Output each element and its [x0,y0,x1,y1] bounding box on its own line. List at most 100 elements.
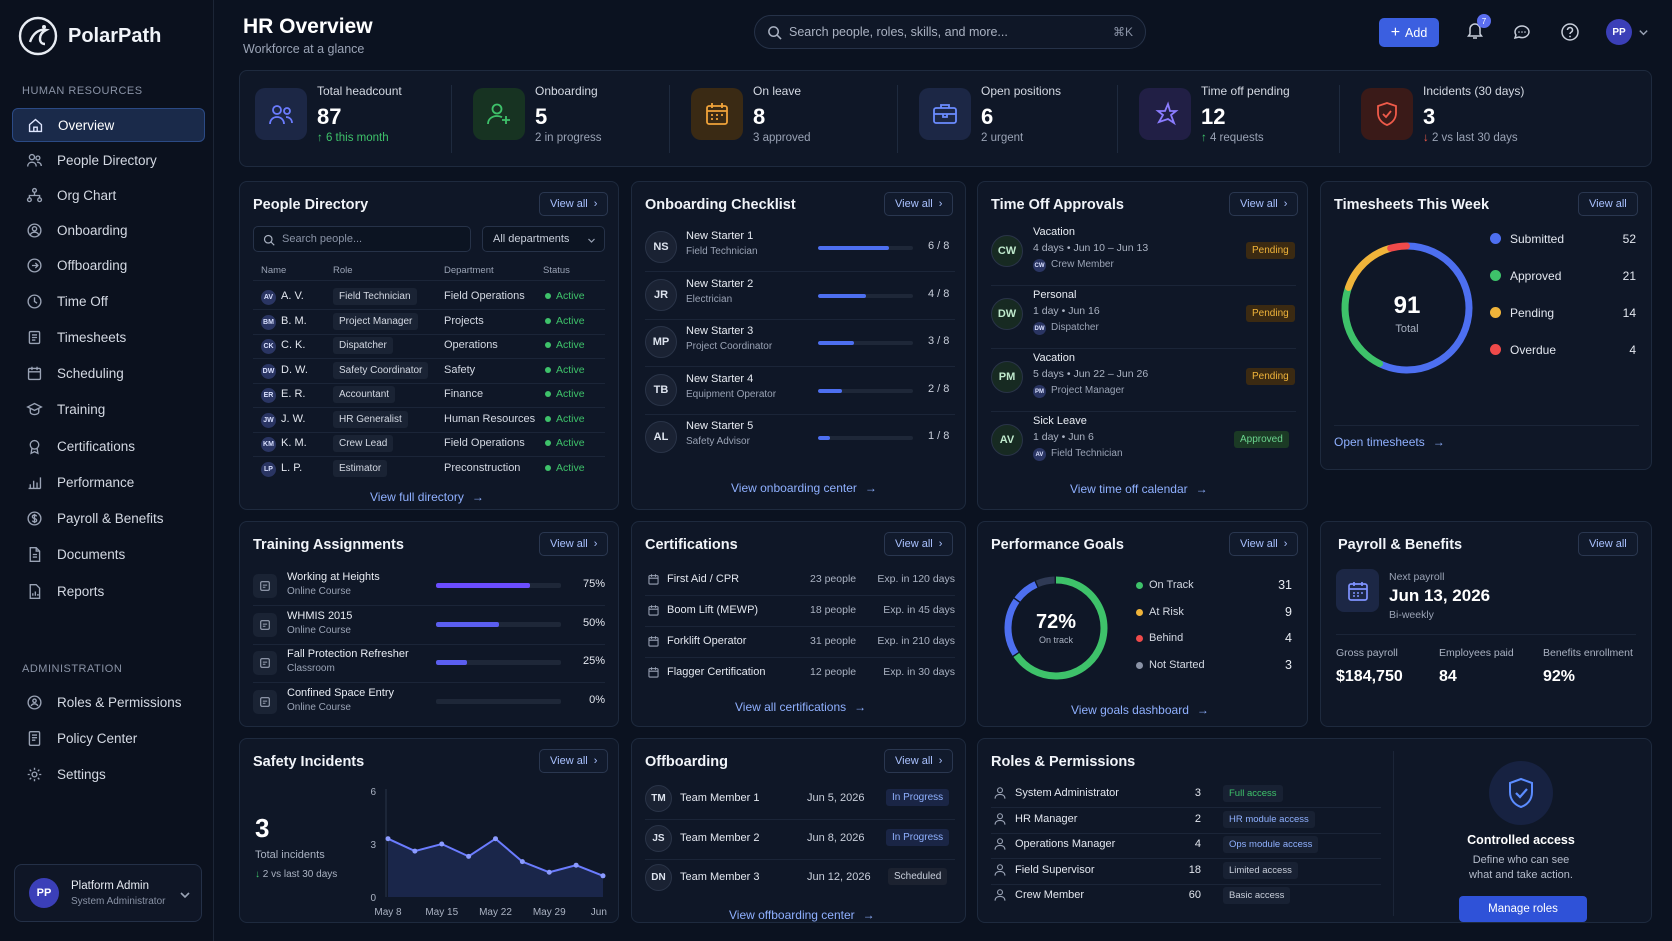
role-row[interactable]: HR Manager 2 HR module access [991,809,1381,834]
calendar-icon [648,574,659,585]
sidebar-item-training[interactable]: Training [12,392,205,426]
notifications-button[interactable]: 7 [1465,14,1491,44]
brand-logo[interactable]: PolarPath [18,16,161,56]
kpi-subtext: 2 in progress [535,132,601,144]
table-row[interactable]: KM K. M. Crew Lead Field Operations Active [253,433,605,457]
notification-count-badge: 7 [1477,14,1491,28]
employee-role: Project Manager [1051,385,1125,396]
view-all-certifications-link[interactable]: View all certifications → [735,700,866,714]
approval-item[interactable]: CW Vacation 4 days • Jun 10 – Jun 13 CW Crew… [991,226,1296,286]
sidebar-item-performance[interactable]: Performance [12,465,205,499]
view-all-button[interactable]: View all › [539,192,609,216]
sidebar-item-timesheets[interactable]: Timesheets [12,320,205,354]
sidebar-item-onboarding[interactable]: Onboarding [12,213,205,247]
view-goals-dashboard-link[interactable]: View goals dashboard → [1071,703,1209,717]
role-count: 60 [1188,889,1201,901]
role-row[interactable]: Field Supervisor 18 Limited access [991,860,1381,885]
approval-item[interactable]: DW Personal 1 day • Jun 16 DW Dispatcher Pend… [991,289,1296,349]
sidebar-item-scheduling[interactable]: Scheduling [12,356,205,390]
sidebar-item-policy-center[interactable]: Policy Center [12,721,205,755]
list-item[interactable]: WHMIS 2015 Online Course 50% [253,609,605,645]
list-item[interactable]: First Aid / CPR 23 people Exp. in 120 days [645,567,955,596]
card-title: Onboarding Checklist [645,197,796,213]
list-item[interactable]: MP New Starter 3 Project Coordinator 3 / 8 [645,321,955,367]
donut-segment-behind [1014,581,1038,602]
open-timesheets-link[interactable]: Open timesheets → [1334,435,1445,449]
list-item[interactable]: Working at Heights Online Course 75% [253,570,605,606]
help-icon[interactable] [1560,22,1580,42]
list-item[interactable]: JR New Starter 2 Electrician 4 / 8 [645,274,955,320]
view-all-button[interactable]: View all › [884,749,954,773]
next-payroll-label: Next payroll [1389,571,1445,583]
role-row[interactable]: Crew Member 60 Basic access [991,885,1381,907]
list-item[interactable]: TM Team Member 1 Jun 5, 2026 In Progress [645,783,955,820]
view-all-button[interactable]: View all › [539,532,609,556]
access-badge: Limited access [1223,861,1298,879]
view-full-directory-link[interactable]: View full directory → [370,490,484,504]
view-all-button[interactable]: View all › [1229,192,1299,216]
view-onboarding-center-link[interactable]: View onboarding center → [731,481,877,495]
sidebar-item-time-off[interactable]: Time Off [12,284,205,318]
list-item[interactable]: DN Team Member 3 Jun 12, 2026 Scheduled [645,862,955,896]
add-label: Add [1405,25,1428,40]
chat-icon[interactable] [1512,22,1532,42]
role-row[interactable]: Operations Manager 4 Ops module access [991,834,1381,859]
list-item[interactable]: AL New Starter 5 Safety Advisor 1 / 8 [645,416,955,460]
view-all-button[interactable]: View all › [884,192,954,216]
table-row[interactable]: DW D. W. Safety Coordinator Safety Active [253,360,605,384]
progress-bar [436,621,561,627]
chevron-down-icon[interactable] [1638,27,1649,38]
list-item[interactable]: Fall Protection Refresher Classroom 25% [253,647,605,683]
list-item[interactable]: Confined Space Entry Online Course 0% [253,686,605,720]
sidebar-item-org-chart[interactable]: Org Chart [12,178,205,212]
card-title: People Directory [253,197,369,213]
kpi-subtext-value: 3 approved [753,132,811,144]
add-button[interactable]: + Add [1379,18,1439,47]
sidebar-item-documents[interactable]: Documents [12,537,205,571]
view-all-button[interactable]: View all [1578,532,1638,556]
card-title: Offboarding [645,754,728,770]
starter-name: New Starter 2 [686,277,754,290]
sidebar-item-payroll-benefits[interactable]: Payroll & Benefits [12,501,205,535]
sidebar-item-settings[interactable]: Settings [12,757,205,791]
progress-fill [436,621,499,627]
global-search-input[interactable]: Search people, roles, skills, and more..… [754,15,1146,49]
header-avatar[interactable]: PP [1606,19,1632,45]
table-row[interactable]: LP L. P. Estimator Preconstruction Active [253,458,605,480]
list-item[interactable]: Forklift Operator 31 people Exp. in 210 da… [645,629,955,658]
sidebar-item-reports[interactable]: Reports [12,574,205,608]
role-row[interactable]: System Administrator 3 Full access [991,783,1381,808]
sidebar-item-certifications[interactable]: Certifications [12,429,205,463]
list-item[interactable]: TB New Starter 4 Equipment Operator 2 / 8 [645,369,955,415]
view-offboarding-center-link[interactable]: View offboarding center → [729,908,875,922]
view-time-off-calendar-link[interactable]: View time off calendar → [1070,482,1208,496]
sidebar-item-offboarding[interactable]: Offboarding [12,248,205,282]
table-row[interactable]: AV A. V. Field Technician Field Operations A… [253,286,605,310]
table-row[interactable]: ER E. R. Accountant Finance Active [253,384,605,408]
list-item[interactable]: NS New Starter 1 Field Technician 6 / 8 [645,226,955,272]
view-all-button[interactable]: View all › [1229,532,1299,556]
table-row[interactable]: BM B. M. Project Manager Projects Active [253,311,605,335]
table-row[interactable]: JW J. W. HR Generalist Human Resources Activ… [253,409,605,433]
data-point [519,859,525,865]
sidebar-item-roles-permissions[interactable]: Roles & Permissions [12,685,205,719]
view-all-button[interactable]: View all › [539,749,609,773]
sidebar-item-overview[interactable]: Overview [12,108,205,142]
list-item[interactable]: JS Team Member 2 Jun 8, 2026 In Progress [645,823,955,860]
approval-item[interactable]: AV Sick Leave 1 day • Jun 6 AV Field Technic… [991,415,1296,475]
manage-roles-button[interactable]: Manage roles [1459,896,1587,922]
table-row[interactable]: CK C. K. Dispatcher Operations Active [253,335,605,359]
approval-item[interactable]: PM Vacation 5 days • Jun 22 – Jun 26 PM Proj… [991,352,1296,412]
list-item[interactable]: Boom Lift (MEWP) 18 people Exp. in 45 days [645,598,955,627]
list-item[interactable]: Flagger Certification 12 people Exp. in 30… [645,660,955,688]
people-search-input[interactable]: Search people... [253,226,471,252]
status-badge: Active [545,364,585,376]
policy-icon [28,730,41,746]
user-menu[interactable]: PP Platform Admin System Administrator [14,864,202,922]
view-all-button[interactable]: View all › [884,532,954,556]
sidebar-item-people-directory[interactable]: People Directory [12,143,205,177]
sidebar-item-label: Offboarding [57,257,128,273]
department-select[interactable]: All departments [482,226,605,252]
search-placeholder: Search people... [282,233,363,245]
view-all-button[interactable]: View all [1578,192,1638,216]
